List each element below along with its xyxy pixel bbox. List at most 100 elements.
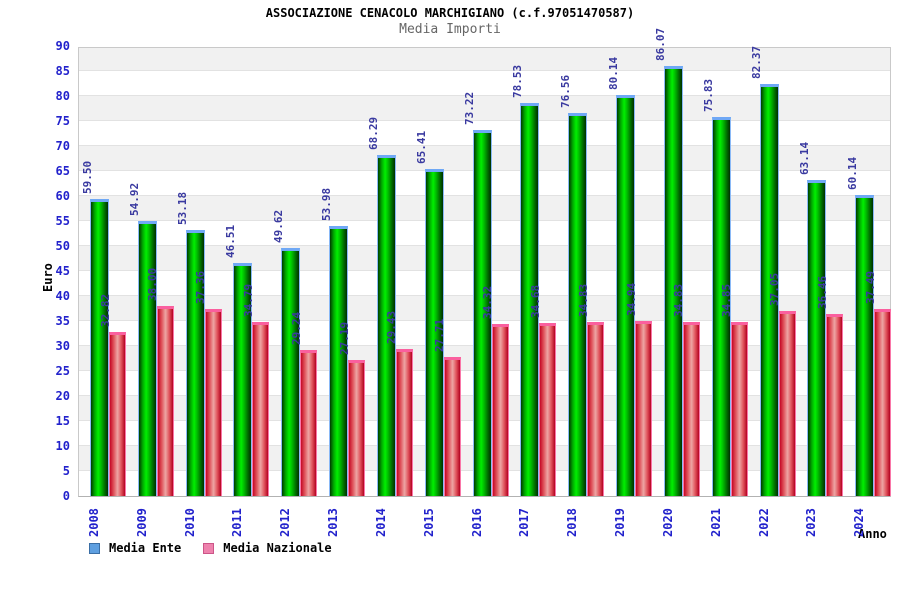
bar-media-nazionale-2015 bbox=[443, 357, 461, 496]
bar-media-ente-2013 bbox=[329, 226, 349, 496]
bar-value-label: 29.43 bbox=[385, 310, 399, 344]
x-tick-label-2022: 2022 bbox=[756, 508, 771, 537]
y-tick-label: 80 bbox=[55, 89, 70, 103]
y-tick-label: 45 bbox=[55, 264, 70, 278]
bar-media-nazionale-2024 bbox=[874, 308, 892, 496]
bar-media-nazionale-2023 bbox=[826, 313, 844, 496]
bar-value-label: 65.41 bbox=[415, 130, 429, 164]
y-tick-label: 40 bbox=[55, 289, 70, 303]
bar-value-label: 34.94 bbox=[624, 283, 638, 317]
chart-subtitle: Media Importi bbox=[399, 22, 501, 37]
bar-value-label: 34.85 bbox=[720, 283, 734, 317]
x-tick-label-2011: 2011 bbox=[230, 508, 245, 537]
bar-media-ente-2014 bbox=[376, 154, 396, 496]
bar-media-ente-2008 bbox=[90, 198, 109, 496]
y-tick-label: 55 bbox=[55, 214, 70, 228]
x-tick-label-2014: 2014 bbox=[373, 508, 388, 537]
x-tick-label-2008: 2008 bbox=[87, 508, 101, 537]
x-tick-label-2023: 2023 bbox=[804, 508, 819, 537]
bar-value-label: 73.22 bbox=[463, 91, 477, 125]
legend-label: Media Ente bbox=[109, 541, 182, 555]
y-tick-label: 15 bbox=[55, 414, 70, 428]
legend-swatch-media-ente bbox=[89, 542, 100, 554]
bar-value-label: 37.49 bbox=[863, 270, 877, 304]
bar-value-label: 80.14 bbox=[606, 57, 620, 91]
gridline bbox=[79, 120, 890, 121]
gridline bbox=[79, 95, 890, 96]
y-tick-label: 90 bbox=[55, 39, 70, 53]
y-tick-label: 70 bbox=[55, 139, 70, 153]
bar-value-label: 82.37 bbox=[750, 46, 764, 80]
bar-value-label: 27.71 bbox=[433, 319, 447, 353]
bar-media-nazionale-2016 bbox=[491, 324, 509, 496]
y-tick-label: 75 bbox=[55, 114, 70, 128]
bar-media-ente-2011 bbox=[233, 263, 253, 496]
bar-value-label: 53.18 bbox=[176, 191, 190, 226]
chart-title: ASSOCIAZIONE CENACOLO MARCHIGIANO (c.f.9… bbox=[265, 6, 635, 20]
x-tick-label-2013: 2013 bbox=[326, 508, 341, 537]
bar-media-ente-2016 bbox=[472, 129, 492, 496]
bar-value-label: 34.79 bbox=[241, 283, 255, 318]
x-tick-label-2019: 2019 bbox=[613, 508, 628, 537]
x-tick-label-2024: 2024 bbox=[852, 508, 867, 537]
legend-swatch-media-nazionale bbox=[203, 542, 215, 554]
bar-media-ente-2009 bbox=[137, 221, 157, 496]
bar-value-label: 86.07 bbox=[654, 27, 668, 61]
bar-media-ente-2015 bbox=[424, 168, 444, 496]
y-tick-label: 0 bbox=[62, 489, 70, 503]
legend-item: Media Ente bbox=[89, 541, 181, 555]
bar-value-label: 37.36 bbox=[194, 271, 208, 305]
y-tick-label: 10 bbox=[55, 439, 70, 453]
bar-media-nazionale-2010 bbox=[204, 309, 222, 496]
plot-area: 59.50 32.82 54.92 38.00 53.18 37.36 46.51 34.79… bbox=[78, 28, 892, 497]
bar-media-nazionale-2021 bbox=[730, 321, 748, 496]
bar-value-label: 34.83 bbox=[672, 283, 686, 317]
bar-media-ente-2018 bbox=[568, 113, 588, 496]
x-tick-label-2018: 2018 bbox=[565, 508, 580, 537]
bar-media-ente-2022 bbox=[759, 84, 779, 496]
bar-media-ente-2017 bbox=[520, 103, 540, 496]
bar-media-ente-2019 bbox=[616, 95, 636, 496]
bar-media-ente-2010 bbox=[185, 230, 205, 496]
legend: Media Ente Media Nazionale bbox=[89, 541, 344, 555]
y-tick-label: 5 bbox=[62, 464, 70, 478]
y-tick-label: 20 bbox=[55, 389, 70, 403]
bar-value-label: 76.56 bbox=[558, 75, 572, 109]
x-tick-label-2020: 2020 bbox=[660, 508, 675, 537]
bar-media-ente-2012 bbox=[281, 247, 301, 496]
bar-value-label: 75.83 bbox=[702, 78, 716, 112]
bar-media-nazionale-2019 bbox=[635, 321, 653, 496]
bar-media-nazionale-2018 bbox=[587, 321, 605, 496]
bar-value-label: 60.14 bbox=[845, 157, 859, 191]
bar-value-label: 36.46 bbox=[815, 275, 829, 309]
x-tick-label-2010: 2010 bbox=[182, 508, 197, 537]
bar-value-label: 38.00 bbox=[146, 267, 160, 301]
x-tick-label-2021: 2021 bbox=[708, 508, 723, 537]
bar-value-label: 59.50 bbox=[80, 160, 94, 194]
x-tick-label-2017: 2017 bbox=[517, 508, 532, 537]
y-tick-label: 65 bbox=[55, 164, 70, 178]
bar-value-label: 27.19 bbox=[337, 321, 351, 356]
bar-media-ente-2021 bbox=[711, 116, 731, 496]
bar-value-label: 63.14 bbox=[797, 142, 811, 176]
bar-value-label: 34.68 bbox=[528, 284, 542, 318]
bar-media-nazionale-2009 bbox=[156, 306, 174, 496]
x-tick-label-2012: 2012 bbox=[278, 508, 293, 537]
y-tick-label: 35 bbox=[55, 314, 70, 328]
y-tick-label: 30 bbox=[55, 339, 70, 353]
bar-media-ente-2024 bbox=[855, 195, 875, 496]
gridline bbox=[79, 70, 890, 71]
y-tick-label: 50 bbox=[55, 239, 70, 253]
bar-media-nazionale-2017 bbox=[539, 322, 557, 496]
bar-media-nazionale-2013 bbox=[348, 360, 366, 496]
bar-media-nazionale-2012 bbox=[300, 349, 318, 496]
x-tick-label-2015: 2015 bbox=[421, 508, 436, 537]
bar-media-nazionale-2014 bbox=[395, 348, 413, 496]
bar-value-label: 34.83 bbox=[576, 283, 590, 317]
bar-media-nazionale-2022 bbox=[778, 310, 796, 496]
bar-value-label: 49.62 bbox=[271, 209, 285, 243]
y-tick-label: 25 bbox=[55, 364, 70, 378]
bar-value-label: 37.05 bbox=[768, 272, 782, 306]
bar-media-ente-2020 bbox=[663, 65, 683, 496]
